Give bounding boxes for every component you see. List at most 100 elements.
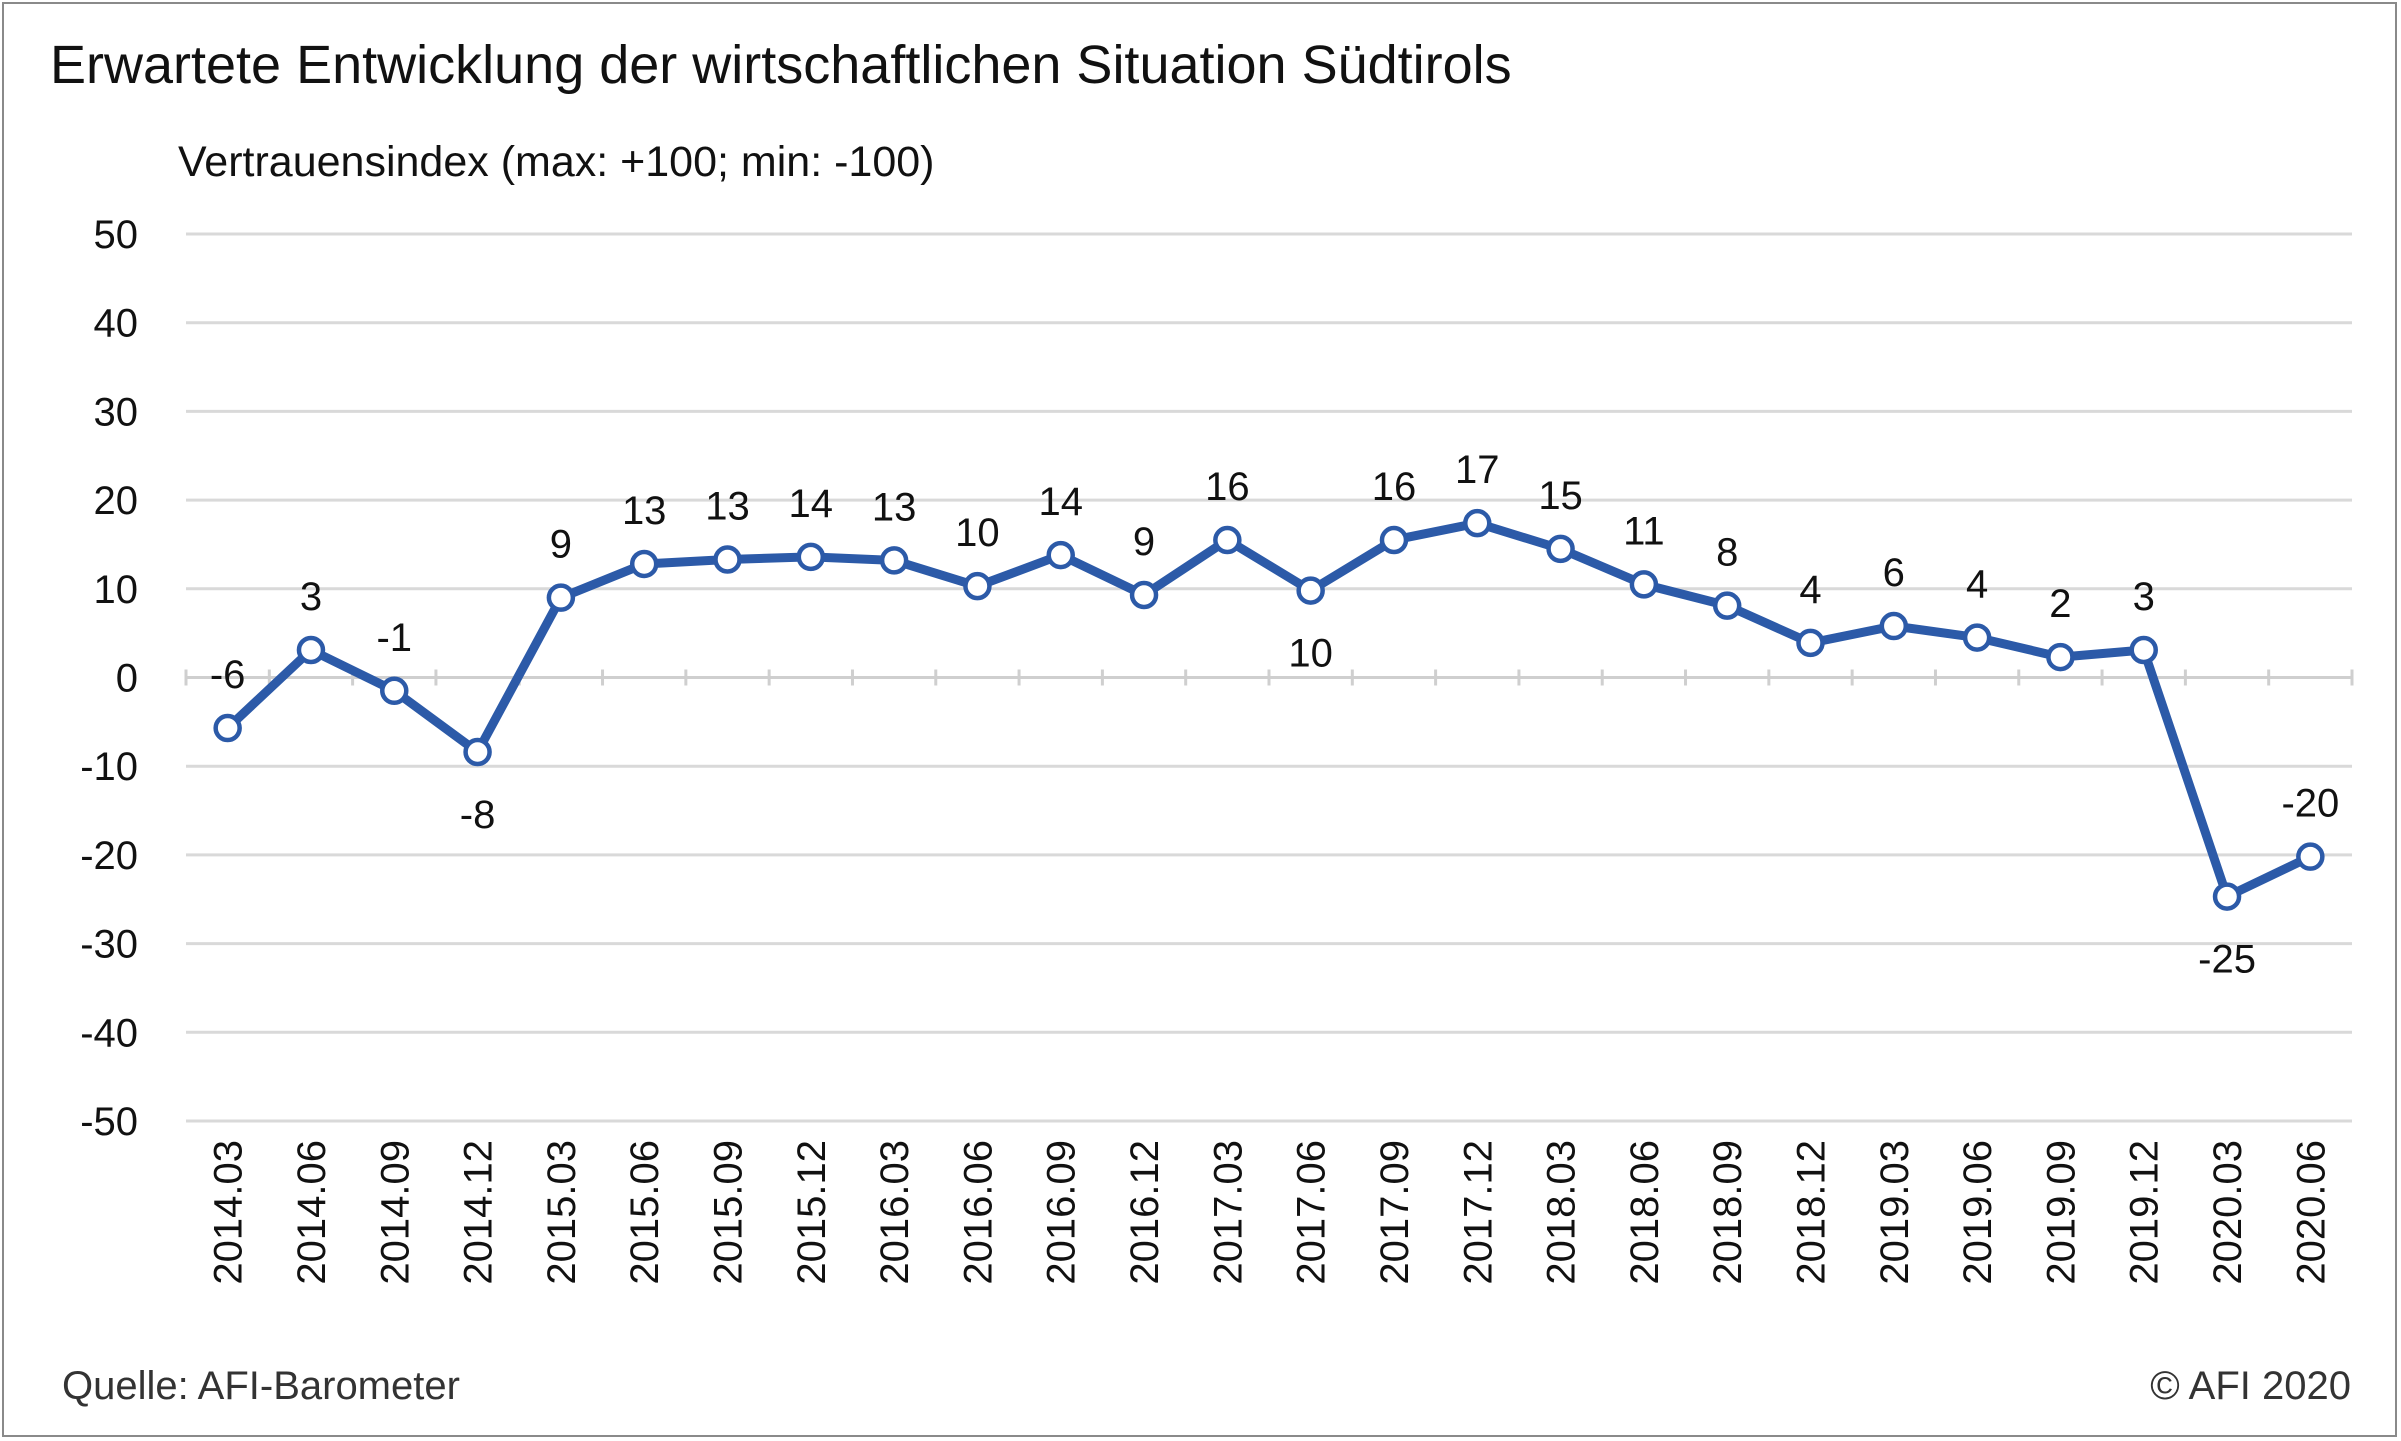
data-label: 13 bbox=[872, 485, 917, 529]
data-point bbox=[463, 737, 492, 767]
x-tick-label: 2019.06 bbox=[1956, 1140, 2000, 1285]
data-label: 10 bbox=[955, 511, 1000, 555]
data-label: 17 bbox=[1455, 448, 1500, 492]
data-label: 15 bbox=[1538, 474, 1583, 518]
data-point bbox=[879, 546, 909, 575]
data-series bbox=[213, 508, 2325, 911]
source-note: Quelle: AFI-Barometer bbox=[62, 1364, 460, 1408]
x-tick-label: 2015.06 bbox=[623, 1140, 667, 1285]
data-label: 4 bbox=[1966, 563, 1988, 607]
data-label: -6 bbox=[210, 653, 246, 697]
data-label: -8 bbox=[460, 793, 496, 837]
data-label: 9 bbox=[1133, 520, 1155, 564]
series-line bbox=[223, 518, 2315, 902]
data-point bbox=[713, 545, 742, 574]
data-label: 14 bbox=[789, 482, 834, 526]
x-tick-label: 2019.09 bbox=[2039, 1140, 2083, 1285]
x-axis-ticks: 2014.03 2014.06 2014.09 2014.12 2015.03 2015.… bbox=[207, 1140, 2334, 1285]
data-point bbox=[2296, 842, 2325, 871]
y-tick-label: 50 bbox=[94, 213, 139, 257]
data-point bbox=[1629, 570, 1659, 599]
data-label: 6 bbox=[1883, 551, 1905, 595]
y-tick-label: 30 bbox=[94, 390, 139, 434]
x-tick-label: 2020.03 bbox=[2206, 1140, 2250, 1285]
data-label: 3 bbox=[2133, 575, 2155, 619]
x-tick-label: 2015.12 bbox=[790, 1140, 834, 1285]
x-tick-label: 2019.03 bbox=[1873, 1140, 1917, 1285]
y-tick-label: 40 bbox=[94, 302, 139, 346]
x-tick-label: 2017.03 bbox=[1206, 1140, 1250, 1285]
data-label: 13 bbox=[705, 485, 750, 529]
x-tick-label: 2016.09 bbox=[1040, 1140, 1084, 1285]
data-point bbox=[629, 549, 659, 579]
data-point bbox=[1712, 591, 1742, 620]
data-label: 9 bbox=[550, 523, 572, 567]
x-tick-label: 2015.09 bbox=[707, 1140, 751, 1285]
data-label: 16 bbox=[1372, 465, 1417, 509]
x-tick-label: 2018.06 bbox=[1623, 1140, 1667, 1285]
data-label: 4 bbox=[1799, 568, 1821, 612]
x-tick-label: 2014.12 bbox=[457, 1140, 501, 1285]
data-point bbox=[1796, 628, 1825, 658]
data-label: -20 bbox=[2281, 782, 2339, 826]
x-tick-label: 2016.12 bbox=[1123, 1140, 1167, 1285]
y-tick-label: -20 bbox=[80, 834, 138, 878]
x-tick-label: 2014.03 bbox=[207, 1140, 251, 1285]
y-tick-label: 20 bbox=[94, 479, 139, 523]
data-point bbox=[546, 583, 576, 612]
y-axis-label: Vertrauensindex (max: +100; min: -100) bbox=[178, 138, 935, 186]
data-point bbox=[1379, 525, 1409, 555]
x-tick-label: 2018.09 bbox=[1706, 1140, 1750, 1285]
data-label: -1 bbox=[376, 616, 412, 660]
data-point bbox=[2046, 642, 2075, 672]
data-point bbox=[213, 713, 242, 743]
data-point bbox=[1879, 611, 1909, 641]
data-label: 16 bbox=[1205, 465, 1250, 509]
data-label: 8 bbox=[1716, 531, 1738, 575]
data-point bbox=[1296, 576, 1325, 605]
x-tick-label: 2017.09 bbox=[1373, 1140, 1417, 1285]
x-tick-label: 2017.12 bbox=[1456, 1140, 1500, 1285]
x-tick-label: 2019.12 bbox=[2123, 1140, 2167, 1285]
data-point bbox=[1463, 508, 1492, 538]
data-point bbox=[380, 676, 409, 706]
x-tick-label: 2018.03 bbox=[1540, 1140, 1584, 1285]
x-tick-label: 2016.03 bbox=[873, 1140, 917, 1285]
data-point bbox=[296, 635, 326, 665]
data-point bbox=[2129, 635, 2158, 665]
y-tick-label: -30 bbox=[80, 923, 138, 967]
y-tick-label: 0 bbox=[116, 657, 138, 701]
data-labels: -6 3 -1 -8 9 13 13 14 13 10 14 9 16 10 16 17 15 11 8 4 6 4 2 3 -… bbox=[210, 448, 2339, 981]
data-label: 14 bbox=[1038, 480, 1083, 524]
y-tick-label: -10 bbox=[80, 745, 138, 789]
data-label: 13 bbox=[622, 489, 667, 533]
data-label: -25 bbox=[2198, 938, 2256, 982]
data-point bbox=[2212, 882, 2242, 911]
data-point bbox=[1046, 540, 1075, 570]
copyright-note: © AFI 2020 bbox=[2150, 1364, 2351, 1408]
gridlines bbox=[184, 232, 2354, 1123]
y-tick-label: -40 bbox=[80, 1011, 138, 1055]
y-axis-ticks: 50 40 30 20 10 0 -10 -20 -30 -40 -50 bbox=[80, 213, 138, 1144]
data-label: 11 bbox=[1623, 509, 1665, 553]
x-tick-label: 2018.12 bbox=[1790, 1140, 1834, 1285]
x-tick-label: 2020.06 bbox=[2289, 1140, 2333, 1285]
data-point bbox=[1546, 534, 1575, 564]
data-label: 2 bbox=[2049, 582, 2071, 626]
data-point bbox=[796, 542, 826, 572]
x-tick-label: 2016.06 bbox=[956, 1140, 1000, 1285]
data-label: 3 bbox=[300, 575, 322, 619]
x-tick-label: 2014.09 bbox=[373, 1140, 417, 1285]
data-point bbox=[1129, 580, 1159, 610]
chart-title: Erwartete Entwicklung der wirtschaftlich… bbox=[50, 35, 1512, 95]
y-tick-label: -50 bbox=[80, 1100, 138, 1144]
x-tick-label: 2014.06 bbox=[290, 1140, 334, 1285]
y-tick-label: 10 bbox=[94, 568, 139, 612]
x-tick-label: 2015.03 bbox=[540, 1140, 584, 1285]
data-point bbox=[1213, 525, 1242, 555]
data-point bbox=[963, 571, 992, 601]
data-label: 10 bbox=[1288, 632, 1333, 676]
x-tick-label: 2017.06 bbox=[1290, 1140, 1334, 1285]
